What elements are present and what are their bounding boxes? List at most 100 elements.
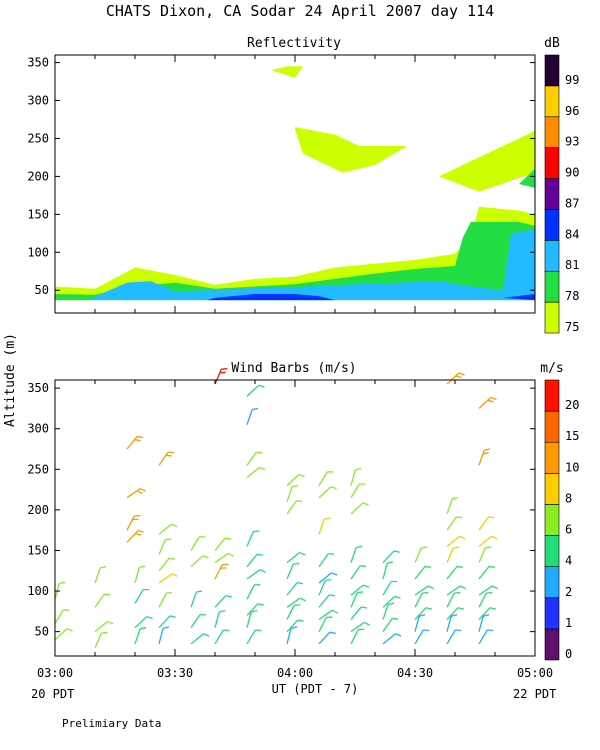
barb-flag bbox=[393, 550, 400, 553]
barb-staff bbox=[246, 451, 257, 466]
wind-barb bbox=[158, 523, 178, 535]
barb-staff bbox=[382, 618, 393, 633]
reflectivity-contour-78 bbox=[55, 221, 535, 301]
barb-flag bbox=[171, 573, 178, 577]
wind-barb bbox=[190, 590, 203, 608]
x-tick-label: 05:00 bbox=[517, 666, 553, 680]
wind-barb bbox=[318, 517, 331, 535]
barb-flag bbox=[363, 621, 370, 626]
barb-staff bbox=[478, 449, 485, 466]
barb-flag bbox=[219, 371, 226, 374]
barb-staff bbox=[318, 594, 330, 608]
barb-flag bbox=[482, 614, 490, 617]
wind-barbs-title: Wind Barbs (m/s) bbox=[231, 361, 356, 376]
wind-barb bbox=[446, 565, 464, 580]
wind-barb bbox=[414, 629, 430, 645]
barb-flag bbox=[227, 552, 234, 557]
barb-staff bbox=[318, 518, 325, 535]
wind-barb bbox=[134, 565, 146, 584]
wind-barb bbox=[126, 435, 144, 450]
barb-staff bbox=[446, 592, 455, 608]
barb-staff bbox=[478, 616, 484, 632]
colorbar-swatch bbox=[544, 240, 560, 272]
barb-flag bbox=[425, 607, 432, 610]
figure-title: CHATS Dixon, CA Sodar 24 April 2007 day … bbox=[106, 2, 494, 20]
y-tick-label: 250 bbox=[27, 131, 49, 145]
colorbar-label: 1 bbox=[565, 616, 572, 630]
wind-barb bbox=[478, 516, 495, 531]
wind-barb bbox=[158, 451, 175, 466]
barb-flag bbox=[136, 490, 143, 494]
wind-barb bbox=[478, 629, 494, 645]
barb-flag bbox=[330, 486, 337, 490]
wind-barb bbox=[158, 557, 176, 572]
barb-flag bbox=[485, 546, 492, 549]
wind-barb bbox=[478, 546, 492, 563]
barb-staff bbox=[382, 595, 396, 608]
colorbar-label: 15 bbox=[565, 429, 579, 443]
barb-flag bbox=[427, 585, 434, 590]
barb-staff bbox=[158, 628, 164, 644]
colorbar-label: 84 bbox=[565, 227, 579, 241]
x-tick-labels: 03:00 03:30 04:00 04:30 05:00 bbox=[37, 666, 553, 680]
barb-staff bbox=[478, 592, 487, 608]
barb-flag bbox=[354, 467, 362, 471]
colorbar-swatch bbox=[544, 85, 560, 118]
barb-staff bbox=[446, 372, 460, 385]
barb-staff bbox=[126, 487, 141, 499]
barb-flag bbox=[168, 451, 175, 454]
barb-flag bbox=[459, 535, 466, 540]
barb-staff bbox=[350, 469, 356, 486]
wind-barb bbox=[158, 592, 173, 608]
colorbar-label: 75 bbox=[565, 320, 579, 334]
reflectivity-contour-84 bbox=[207, 294, 335, 301]
colorbar-label: 20 bbox=[565, 398, 579, 412]
barb-flag bbox=[331, 572, 338, 576]
barb-flag bbox=[356, 545, 363, 549]
barb-flag bbox=[452, 497, 459, 500]
barb-staff bbox=[446, 535, 460, 547]
colorbar-label: 0 bbox=[565, 647, 572, 661]
wind-barb bbox=[134, 616, 153, 629]
wind-colorbar-unit: m/s bbox=[540, 361, 563, 376]
barb-staff bbox=[350, 547, 357, 563]
reflectivity-contour-75 bbox=[295, 127, 407, 173]
barb-flag bbox=[200, 613, 207, 616]
barb-staff bbox=[54, 609, 64, 624]
colorbar-swatch bbox=[544, 473, 560, 505]
barb-staff bbox=[190, 591, 197, 608]
barb-flag bbox=[297, 619, 304, 622]
wind-barb bbox=[318, 631, 336, 645]
wind-barb bbox=[414, 585, 434, 596]
barb-staff bbox=[134, 628, 141, 645]
barb-staff bbox=[190, 555, 204, 568]
wind-barb bbox=[214, 367, 228, 385]
barb-flag bbox=[104, 593, 111, 596]
colorbar-swatch bbox=[544, 410, 560, 443]
wind-barb bbox=[158, 615, 176, 629]
barb-staff bbox=[446, 629, 456, 645]
wind-barb bbox=[214, 594, 232, 608]
barb-staff bbox=[158, 557, 170, 572]
reflectivity-colorbar: 75 78 81 84 87 90 93 96 99 bbox=[544, 54, 579, 334]
barb-flag bbox=[491, 585, 498, 590]
colorbar-label: 2 bbox=[565, 585, 572, 599]
wind-barb bbox=[318, 471, 334, 486]
barb-staff bbox=[446, 498, 453, 515]
wind-barb bbox=[350, 584, 370, 596]
barb-flag bbox=[292, 484, 299, 488]
barb-flag bbox=[388, 602, 395, 605]
wind-barb bbox=[94, 631, 108, 649]
barb-staff bbox=[126, 530, 139, 543]
barb-staff bbox=[246, 409, 253, 425]
barb-staff bbox=[158, 451, 169, 466]
wind-barb bbox=[350, 545, 363, 563]
barb-flag bbox=[421, 546, 428, 549]
colorbar-swatch bbox=[544, 566, 560, 599]
colorbar-swatch bbox=[544, 116, 560, 148]
wind-barb bbox=[382, 602, 395, 620]
barb-staff bbox=[446, 566, 458, 580]
wind-barb bbox=[414, 565, 432, 580]
wind-barb bbox=[214, 629, 230, 645]
barb-flag bbox=[137, 530, 144, 533]
